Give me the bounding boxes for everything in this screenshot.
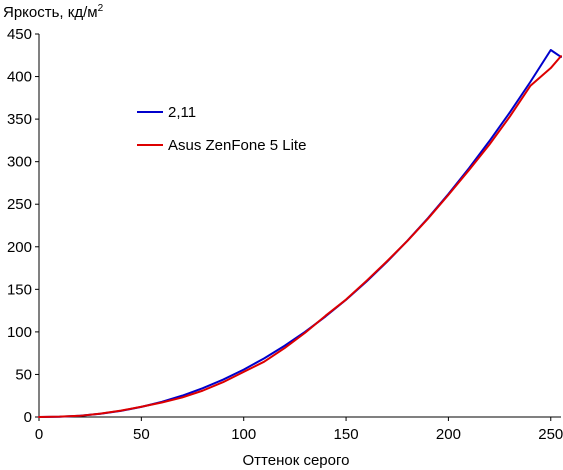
- y-tick-label: 450: [7, 26, 32, 43]
- y-tick-label: 100: [7, 324, 32, 341]
- series-layer: [38, 49, 562, 418]
- y-tick-label: 0: [24, 409, 32, 426]
- x-tick-label: 100: [231, 426, 256, 443]
- y-tick-label: 300: [7, 154, 32, 171]
- y-tick-label: 250: [7, 196, 32, 213]
- y-tick-label: 400: [7, 69, 32, 86]
- axes: [35, 33, 561, 421]
- legend-label-1: 2,11: [168, 104, 196, 121]
- y-axis-title-superscript: 2: [98, 3, 104, 14]
- legend: 2,11 Asus ZenFone 5 Lite: [137, 104, 306, 154]
- series-line-1: [38, 49, 562, 418]
- y-tick-label: 150: [7, 281, 32, 298]
- y-axis-title: Яркость, кд/м2: [3, 3, 104, 21]
- x-tick-label: 200: [436, 426, 461, 443]
- x-tick-label: 50: [133, 426, 150, 443]
- y-axis-title-text: Яркость, кд/м: [3, 4, 98, 21]
- series-line-2: [38, 55, 562, 418]
- x-axis-title: Оттенок серого: [243, 452, 350, 469]
- x-tick-label: 250: [538, 426, 563, 443]
- y-tick-label: 50: [15, 366, 32, 383]
- legend-label-2: Asus ZenFone 5 Lite: [168, 137, 306, 154]
- y-tick-labels: 0 50 100 150 200 250 300 350 400 450: [7, 26, 32, 426]
- x-tick-labels: 0 50 100 150 200 250: [35, 426, 563, 443]
- y-tick-label: 350: [7, 111, 32, 128]
- x-tick-label: 150: [334, 426, 359, 443]
- y-tick-label: 200: [7, 239, 32, 256]
- x-tick-label: 0: [35, 426, 43, 443]
